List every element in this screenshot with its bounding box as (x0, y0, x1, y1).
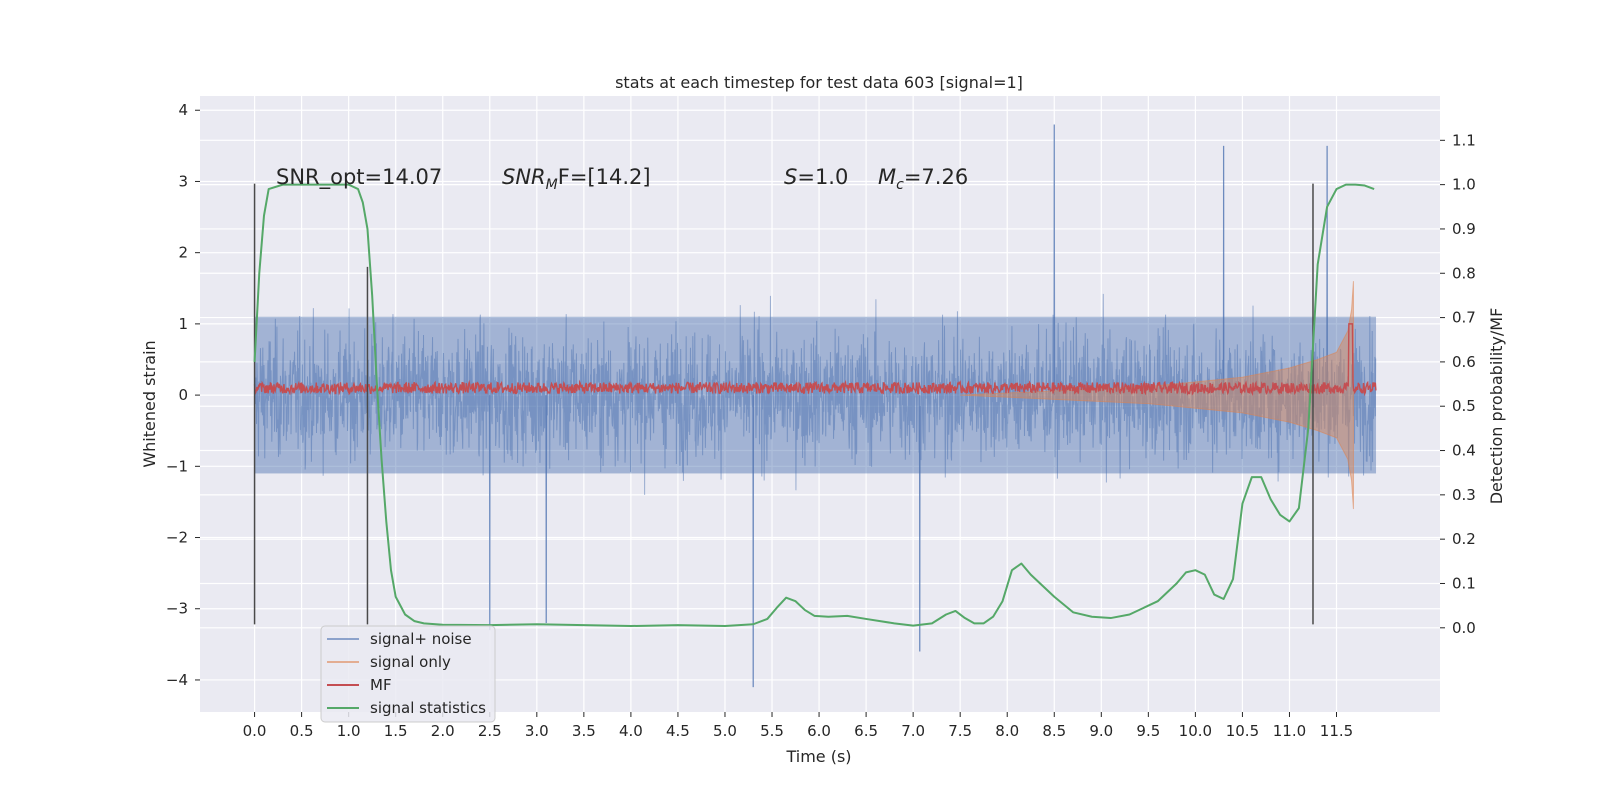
annotation-mc: Mc=7.26 (878, 165, 968, 193)
y2-tick-label-5: 0.5 (1452, 397, 1476, 415)
y2-tick-label-6: 0.6 (1452, 353, 1476, 371)
x-tick-label-16: 8.0 (995, 722, 1019, 740)
legend-label-signal-only: signal only (370, 653, 451, 671)
x-tick-label-1: 0.5 (290, 722, 314, 740)
y2-tick-label-1: 0.1 (1452, 574, 1476, 592)
annotation-snr-opt: SNR_opt=14.07 (276, 165, 442, 190)
annotation-mc-symbol: M (878, 165, 896, 189)
series-signal-statistics (253, 183, 1375, 628)
x-tick-label-23: 11.5 (1320, 722, 1353, 740)
annotation-mc-value: =7.26 (904, 165, 968, 189)
x-tick-label-5: 2.5 (478, 722, 502, 740)
x-tick-label-13: 6.5 (854, 722, 878, 740)
x-tick-label-9: 4.5 (666, 722, 690, 740)
legend-label-signal-statistics: signal statistics (370, 699, 486, 717)
x-tick-label-17: 8.5 (1042, 722, 1066, 740)
annotation-snr-mf-value: F=[14.2] (558, 165, 651, 189)
signal-plus-noise-core (254, 316, 1377, 474)
y2-tick-label-4: 0.4 (1452, 442, 1476, 460)
x-tick-label-10: 5.0 (713, 722, 737, 740)
legend-label-signal-plus-noise: signal+ noise (370, 630, 472, 648)
signal-only-envelope (960, 281, 1354, 510)
series-signal-only (960, 281, 1354, 510)
x-axis-label: Time (s) (785, 747, 851, 766)
x-tick-label-22: 11.0 (1273, 722, 1306, 740)
annotation-s-symbol: S (784, 165, 797, 189)
y2-axis-label: Detection probability/MF (1487, 308, 1506, 505)
y2-tick-label-10: 1.0 (1452, 176, 1476, 194)
x-tick-label-21: 10.5 (1226, 722, 1259, 740)
x-tick-label-2: 1.0 (337, 722, 361, 740)
vertical-markers (253, 183, 1314, 625)
y-tick-label-8: 4 (178, 101, 188, 119)
x-tick-label-15: 7.5 (948, 722, 972, 740)
series-mf (253, 323, 1377, 397)
y-tick-label-7: 3 (178, 172, 188, 190)
y2-tick-label-11: 1.1 (1452, 131, 1476, 149)
y2-tick-label-7: 0.7 (1452, 309, 1476, 327)
x-axis: 0.0 0.5 1.0 1.5 2.0 2.5 3.0 3.5 4.0 4.5 5.0 5.5 6.0 6… (243, 712, 1353, 740)
y-tick-label-3: −1 (166, 457, 188, 475)
annotation-s-value: =1.0 (797, 165, 848, 189)
y-axis-left: −4 −3 −2 −1 0 1 2 3 4 (166, 101, 200, 689)
legend-frame (320, 625, 496, 723)
mf-line (253, 323, 1377, 397)
series-signal-plus-noise (254, 124, 1377, 688)
y2-tick-label-9: 0.9 (1452, 220, 1476, 238)
x-tick-label-6: 3.0 (525, 722, 549, 740)
x-tick-label-3: 1.5 (384, 722, 408, 740)
annotation-snr-mf: SNRMF=[14.2] (502, 165, 651, 193)
x-tick-label-0: 0.0 (243, 722, 267, 740)
annotation-s: S=1.0 (784, 165, 848, 189)
x-tick-label-12: 6.0 (807, 722, 831, 740)
y-tick-label-2: −2 (166, 529, 188, 547)
chart-title: stats at each timestep for test data 603… (615, 73, 1023, 92)
x-tick-label-7: 3.5 (572, 722, 596, 740)
y2-tick-label-2: 0.2 (1452, 530, 1476, 548)
x-tick-label-4: 2.0 (431, 722, 455, 740)
x-tick-label-8: 4.0 (619, 722, 643, 740)
y2-tick-label-8: 0.8 (1452, 264, 1476, 282)
x-tick-label-20: 10.0 (1179, 722, 1212, 740)
x-tick-label-14: 7.0 (901, 722, 925, 740)
y-axis-right: 0.0 0.1 0.2 0.3 0.4 0.5 0.6 0.7 0.8 0.9 1.0 1.1 (1440, 131, 1476, 637)
y2-tick-label-0: 0.0 (1452, 619, 1476, 637)
legend-label-mf: MF (370, 676, 392, 694)
legend: signal+ noise signal only MF signal stat… (320, 625, 496, 723)
y-axis-label: Whitened strain (140, 340, 159, 467)
y-tick-label-1: −3 (166, 600, 188, 618)
y-tick-label-6: 2 (178, 244, 188, 262)
y-tick-label-5: 1 (178, 315, 188, 333)
x-tick-label-19: 9.5 (1136, 722, 1160, 740)
annotations: SNR_opt=14.07 SNRMF=[14.2] S=1.0 Mc=7.26 (276, 165, 968, 193)
y-tick-label-0: −4 (166, 671, 188, 689)
x-tick-label-11: 5.5 (760, 722, 784, 740)
signal-statistics-line (253, 183, 1375, 628)
y-tick-label-4: 0 (178, 386, 188, 404)
annotation-mc-subscript: c (896, 177, 904, 193)
annotation-snr-mf-symbol: SNR (502, 165, 546, 189)
x-tick-label-18: 9.0 (1089, 722, 1113, 740)
signal-plus-noise-line (254, 124, 1377, 688)
annotation-snr-mf-subscript: M (546, 177, 558, 193)
y2-tick-label-3: 0.3 (1452, 486, 1476, 504)
